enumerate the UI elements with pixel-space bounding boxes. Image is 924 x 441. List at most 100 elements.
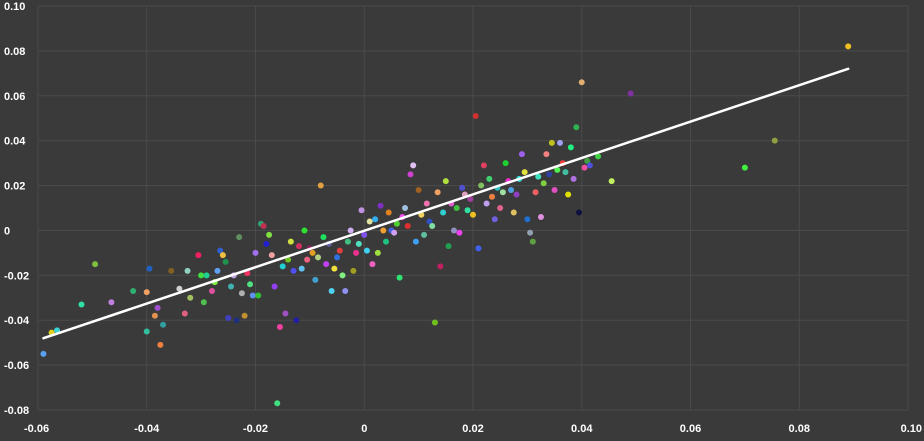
data-point bbox=[470, 211, 476, 218]
data-point bbox=[442, 178, 449, 185]
data-point bbox=[369, 261, 376, 268]
data-point bbox=[608, 178, 615, 185]
data-point bbox=[543, 151, 550, 158]
data-point bbox=[130, 288, 137, 295]
data-point bbox=[217, 247, 224, 254]
data-point bbox=[263, 240, 270, 247]
data-point bbox=[372, 216, 379, 223]
data-point bbox=[537, 213, 544, 220]
data-point bbox=[557, 139, 563, 146]
data-point bbox=[567, 144, 574, 151]
y-tick-label: 0.08 bbox=[4, 46, 25, 58]
data-point bbox=[467, 196, 474, 203]
x-tick-label: 0.08 bbox=[789, 423, 810, 435]
data-point bbox=[195, 252, 202, 259]
trendline-layer bbox=[42, 67, 850, 340]
data-point bbox=[154, 304, 161, 311]
data-point bbox=[502, 160, 509, 167]
data-point bbox=[342, 288, 349, 295]
data-point bbox=[741, 164, 748, 171]
data-point bbox=[437, 263, 444, 270]
data-point bbox=[456, 229, 463, 236]
data-point bbox=[393, 220, 400, 227]
data-point bbox=[203, 272, 210, 279]
data-point bbox=[423, 200, 430, 207]
x-tick-label: 0.06 bbox=[680, 423, 701, 435]
data-point bbox=[238, 290, 245, 297]
data-point bbox=[475, 245, 482, 252]
data-point bbox=[143, 328, 150, 335]
data-point bbox=[570, 175, 577, 182]
data-point bbox=[407, 171, 414, 178]
data-point bbox=[344, 238, 351, 245]
data-point bbox=[320, 234, 327, 241]
data-point bbox=[459, 184, 466, 191]
data-point bbox=[276, 323, 283, 330]
y-tick-label: -0.04 bbox=[4, 315, 30, 327]
data-point bbox=[209, 288, 215, 295]
y-tick-label: -0.02 bbox=[4, 270, 29, 282]
data-point bbox=[404, 222, 411, 229]
data-point bbox=[287, 238, 294, 245]
data-point bbox=[380, 227, 387, 234]
data-point bbox=[627, 90, 634, 97]
data-point bbox=[347, 227, 354, 234]
data-point bbox=[450, 227, 457, 234]
data-point bbox=[184, 267, 191, 274]
data-point bbox=[146, 265, 153, 272]
data-point bbox=[366, 218, 373, 225]
data-point bbox=[521, 169, 528, 176]
data-point bbox=[573, 124, 580, 131]
data-point bbox=[374, 249, 381, 256]
data-point bbox=[176, 285, 183, 292]
data-point bbox=[108, 299, 115, 306]
data-point bbox=[241, 312, 248, 319]
data-point bbox=[282, 310, 289, 317]
data-point bbox=[260, 222, 267, 229]
data-point bbox=[350, 267, 357, 274]
data-point bbox=[228, 283, 235, 290]
data-point bbox=[540, 180, 547, 187]
data-point bbox=[339, 272, 346, 279]
y-tick-label: 0.02 bbox=[4, 181, 25, 193]
y-tick-label: 0.04 bbox=[4, 136, 26, 148]
data-point bbox=[434, 189, 441, 196]
data-point bbox=[353, 249, 360, 256]
data-point bbox=[548, 139, 555, 146]
data-point bbox=[426, 218, 433, 225]
data-point bbox=[551, 187, 558, 194]
data-point bbox=[445, 243, 452, 250]
y-tick-label: -0.06 bbox=[4, 360, 29, 372]
x-tick-label: 0.04 bbox=[571, 423, 593, 435]
data-point bbox=[412, 238, 419, 245]
data-point bbox=[328, 288, 335, 295]
data-point bbox=[279, 263, 286, 270]
data-point bbox=[565, 191, 572, 198]
data-point bbox=[385, 209, 392, 216]
data-point bbox=[480, 162, 487, 169]
y-axis-ticks: -0.08 -0.06 -0.04 -0.02 0 0.02 0.04 0.06 0.08 0.1… bbox=[4, 1, 30, 417]
data-point bbox=[377, 202, 384, 209]
data-point bbox=[421, 231, 428, 238]
data-point bbox=[483, 200, 490, 207]
data-point bbox=[524, 216, 531, 223]
data-point bbox=[845, 43, 852, 50]
data-point bbox=[198, 272, 205, 279]
data-point bbox=[396, 274, 403, 281]
data-point bbox=[247, 281, 254, 288]
data-point bbox=[489, 193, 496, 200]
data-point bbox=[219, 252, 226, 259]
data-point bbox=[361, 231, 368, 238]
data-point bbox=[187, 294, 194, 301]
data-point bbox=[578, 79, 585, 86]
x-tick-label: -0.06 bbox=[24, 423, 49, 435]
data-point bbox=[274, 400, 281, 407]
data-point bbox=[298, 265, 305, 272]
data-points bbox=[40, 43, 852, 407]
y-tick-label: -0.08 bbox=[4, 405, 29, 417]
data-point bbox=[771, 137, 778, 144]
data-point bbox=[168, 267, 175, 274]
data-point bbox=[301, 227, 308, 234]
data-point bbox=[510, 209, 517, 216]
data-point bbox=[293, 317, 300, 324]
